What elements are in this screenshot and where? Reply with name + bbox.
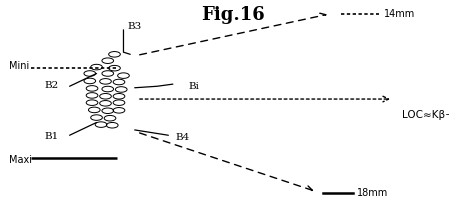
- Text: B3: B3: [128, 22, 142, 31]
- Text: LOC≈Kβ+C: LOC≈Kβ+C: [402, 110, 449, 120]
- Text: B2: B2: [45, 81, 59, 90]
- Text: 18mm: 18mm: [357, 188, 388, 198]
- Text: Maxi: Maxi: [9, 155, 32, 165]
- Text: Fig.16: Fig.16: [202, 6, 265, 24]
- Text: Mini: Mini: [9, 61, 29, 71]
- Text: Bi: Bi: [189, 82, 199, 91]
- Text: 14mm: 14mm: [384, 9, 415, 19]
- Text: B1: B1: [45, 132, 59, 141]
- Text: B4: B4: [175, 133, 189, 142]
